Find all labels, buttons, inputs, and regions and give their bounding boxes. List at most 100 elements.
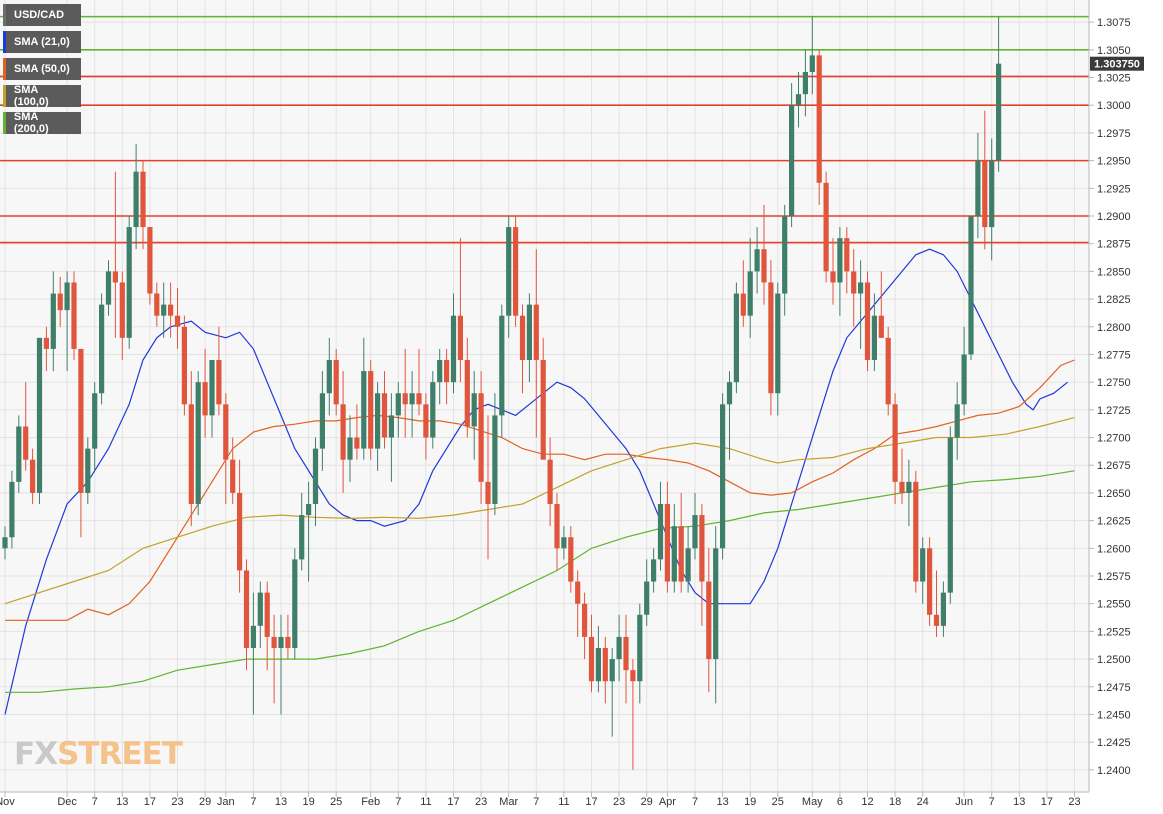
candle-body	[202, 382, 208, 416]
candle-body	[823, 182, 829, 272]
candle-bullish	[437, 348, 443, 405]
candle-bullish	[644, 559, 650, 626]
candle-bearish	[381, 371, 388, 449]
candle-bearish	[761, 204, 767, 305]
candle-bullish	[105, 260, 112, 316]
candle-body	[250, 625, 256, 648]
candle-bearish	[174, 288, 181, 349]
candle-body	[64, 282, 70, 311]
legend-item-sma200[interactable]: SMA (200,0)	[3, 111, 81, 135]
candle-bearish	[823, 171, 829, 283]
y-tick-label: 1.2425	[1097, 737, 1131, 749]
candle-body	[913, 481, 919, 582]
candle-bearish	[354, 404, 360, 460]
x-tick-label: 11	[420, 796, 431, 808]
x-tick-label: Nov	[0, 796, 15, 808]
candle-body	[271, 636, 277, 648]
legend-label: SMA (50,0)	[14, 63, 70, 75]
candle-body	[326, 360, 332, 394]
fxstreet-watermark-logo: FXSTREET	[14, 736, 183, 772]
candle-body	[230, 459, 236, 493]
candle-bearish	[519, 304, 526, 394]
candle-body	[989, 160, 995, 228]
candle-body	[457, 315, 463, 360]
candle-bullish	[920, 537, 926, 604]
candle-bearish	[168, 282, 174, 338]
candle-bullish	[278, 614, 284, 715]
candle-bullish	[616, 614, 622, 682]
candle-bullish	[36, 337, 43, 504]
candle-bearish	[982, 110, 988, 250]
candle-bearish	[699, 504, 705, 626]
candle-bearish	[478, 371, 484, 504]
candle-body	[306, 504, 312, 516]
candle-bearish	[140, 160, 146, 250]
candle-body	[174, 315, 181, 327]
legend-swatch	[3, 112, 6, 134]
candle-bearish	[271, 614, 277, 704]
candle-body	[319, 393, 325, 449]
candle-body	[492, 415, 498, 504]
candle-bullish	[326, 337, 332, 416]
candle-body	[347, 437, 353, 460]
candle-body	[381, 393, 388, 438]
candle-bearish	[547, 437, 553, 527]
candle-body	[747, 271, 753, 316]
y-tick-label: 1.2875	[1097, 239, 1131, 251]
candle-body	[243, 570, 250, 648]
candle-bearish	[513, 216, 519, 327]
legend-item-usdcad[interactable]: USD/CAD	[3, 4, 81, 26]
candle-bullish	[858, 260, 864, 349]
y-tick-label: 1.2800	[1097, 322, 1131, 334]
candle-body	[92, 393, 98, 449]
candle-body	[968, 216, 974, 355]
candle-bullish	[685, 526, 691, 593]
candle-bearish	[188, 371, 194, 527]
candle-body	[23, 426, 29, 460]
candle-body	[71, 282, 77, 349]
y-tick-label: 1.2675	[1097, 460, 1131, 472]
x-tick-label: 19	[302, 796, 314, 808]
candle-body	[209, 360, 215, 416]
y-tick-label: 1.3025	[1097, 73, 1131, 85]
candle-body	[519, 315, 526, 360]
candle-body	[561, 537, 567, 549]
grid	[0, 0, 1089, 792]
x-axis-ticks: Nov Dec 7 13 17 23 29 Jan 7 13 19 25 Feb 7 11 17 23 Mar 7 1…	[0, 792, 1081, 808]
watermark-fx: FX	[14, 736, 58, 772]
candle-bearish	[202, 348, 208, 438]
candle-body	[692, 515, 698, 549]
legend-swatch	[3, 31, 6, 53]
candle-bearish	[630, 659, 636, 770]
legend-item-sma100[interactable]: SMA (100,0)	[3, 84, 81, 108]
candle-body	[278, 636, 284, 648]
candle-bearish	[423, 393, 429, 460]
candle-body	[878, 315, 884, 338]
candle-body	[478, 393, 484, 482]
candle-body	[630, 670, 636, 682]
candle-bearish	[768, 260, 774, 416]
x-tick-label: 13	[275, 796, 287, 808]
y-tick-label: 1.3075	[1097, 17, 1131, 29]
candle-bearish	[913, 470, 919, 593]
y-axis-ticks: 1.3075 1.3050 1.3025 1.3000 1.2975 1.2950 1.29…	[1089, 17, 1131, 777]
legend-item-sma21[interactable]: SMA (21,0)	[3, 31, 81, 53]
y-tick-label: 1.2700	[1097, 433, 1131, 445]
candle-body	[664, 504, 670, 582]
candle-bearish	[119, 271, 125, 360]
candle-bearish	[43, 326, 49, 372]
candle-bullish	[257, 581, 263, 648]
x-tick-label: 7	[533, 796, 539, 808]
legend-item-sma50[interactable]: SMA (50,0)	[3, 58, 81, 80]
x-tick-label: 25	[772, 796, 784, 808]
candle-bullish	[726, 371, 733, 460]
candle-bullish	[506, 216, 512, 338]
candle-body	[292, 559, 298, 648]
sma-lines	[4, 248, 1075, 715]
candle-bullish	[968, 216, 974, 360]
candle-bearish	[485, 415, 491, 560]
candle-bullish	[795, 72, 802, 128]
x-tick-label: Feb	[361, 796, 380, 808]
candle-body	[927, 548, 933, 615]
